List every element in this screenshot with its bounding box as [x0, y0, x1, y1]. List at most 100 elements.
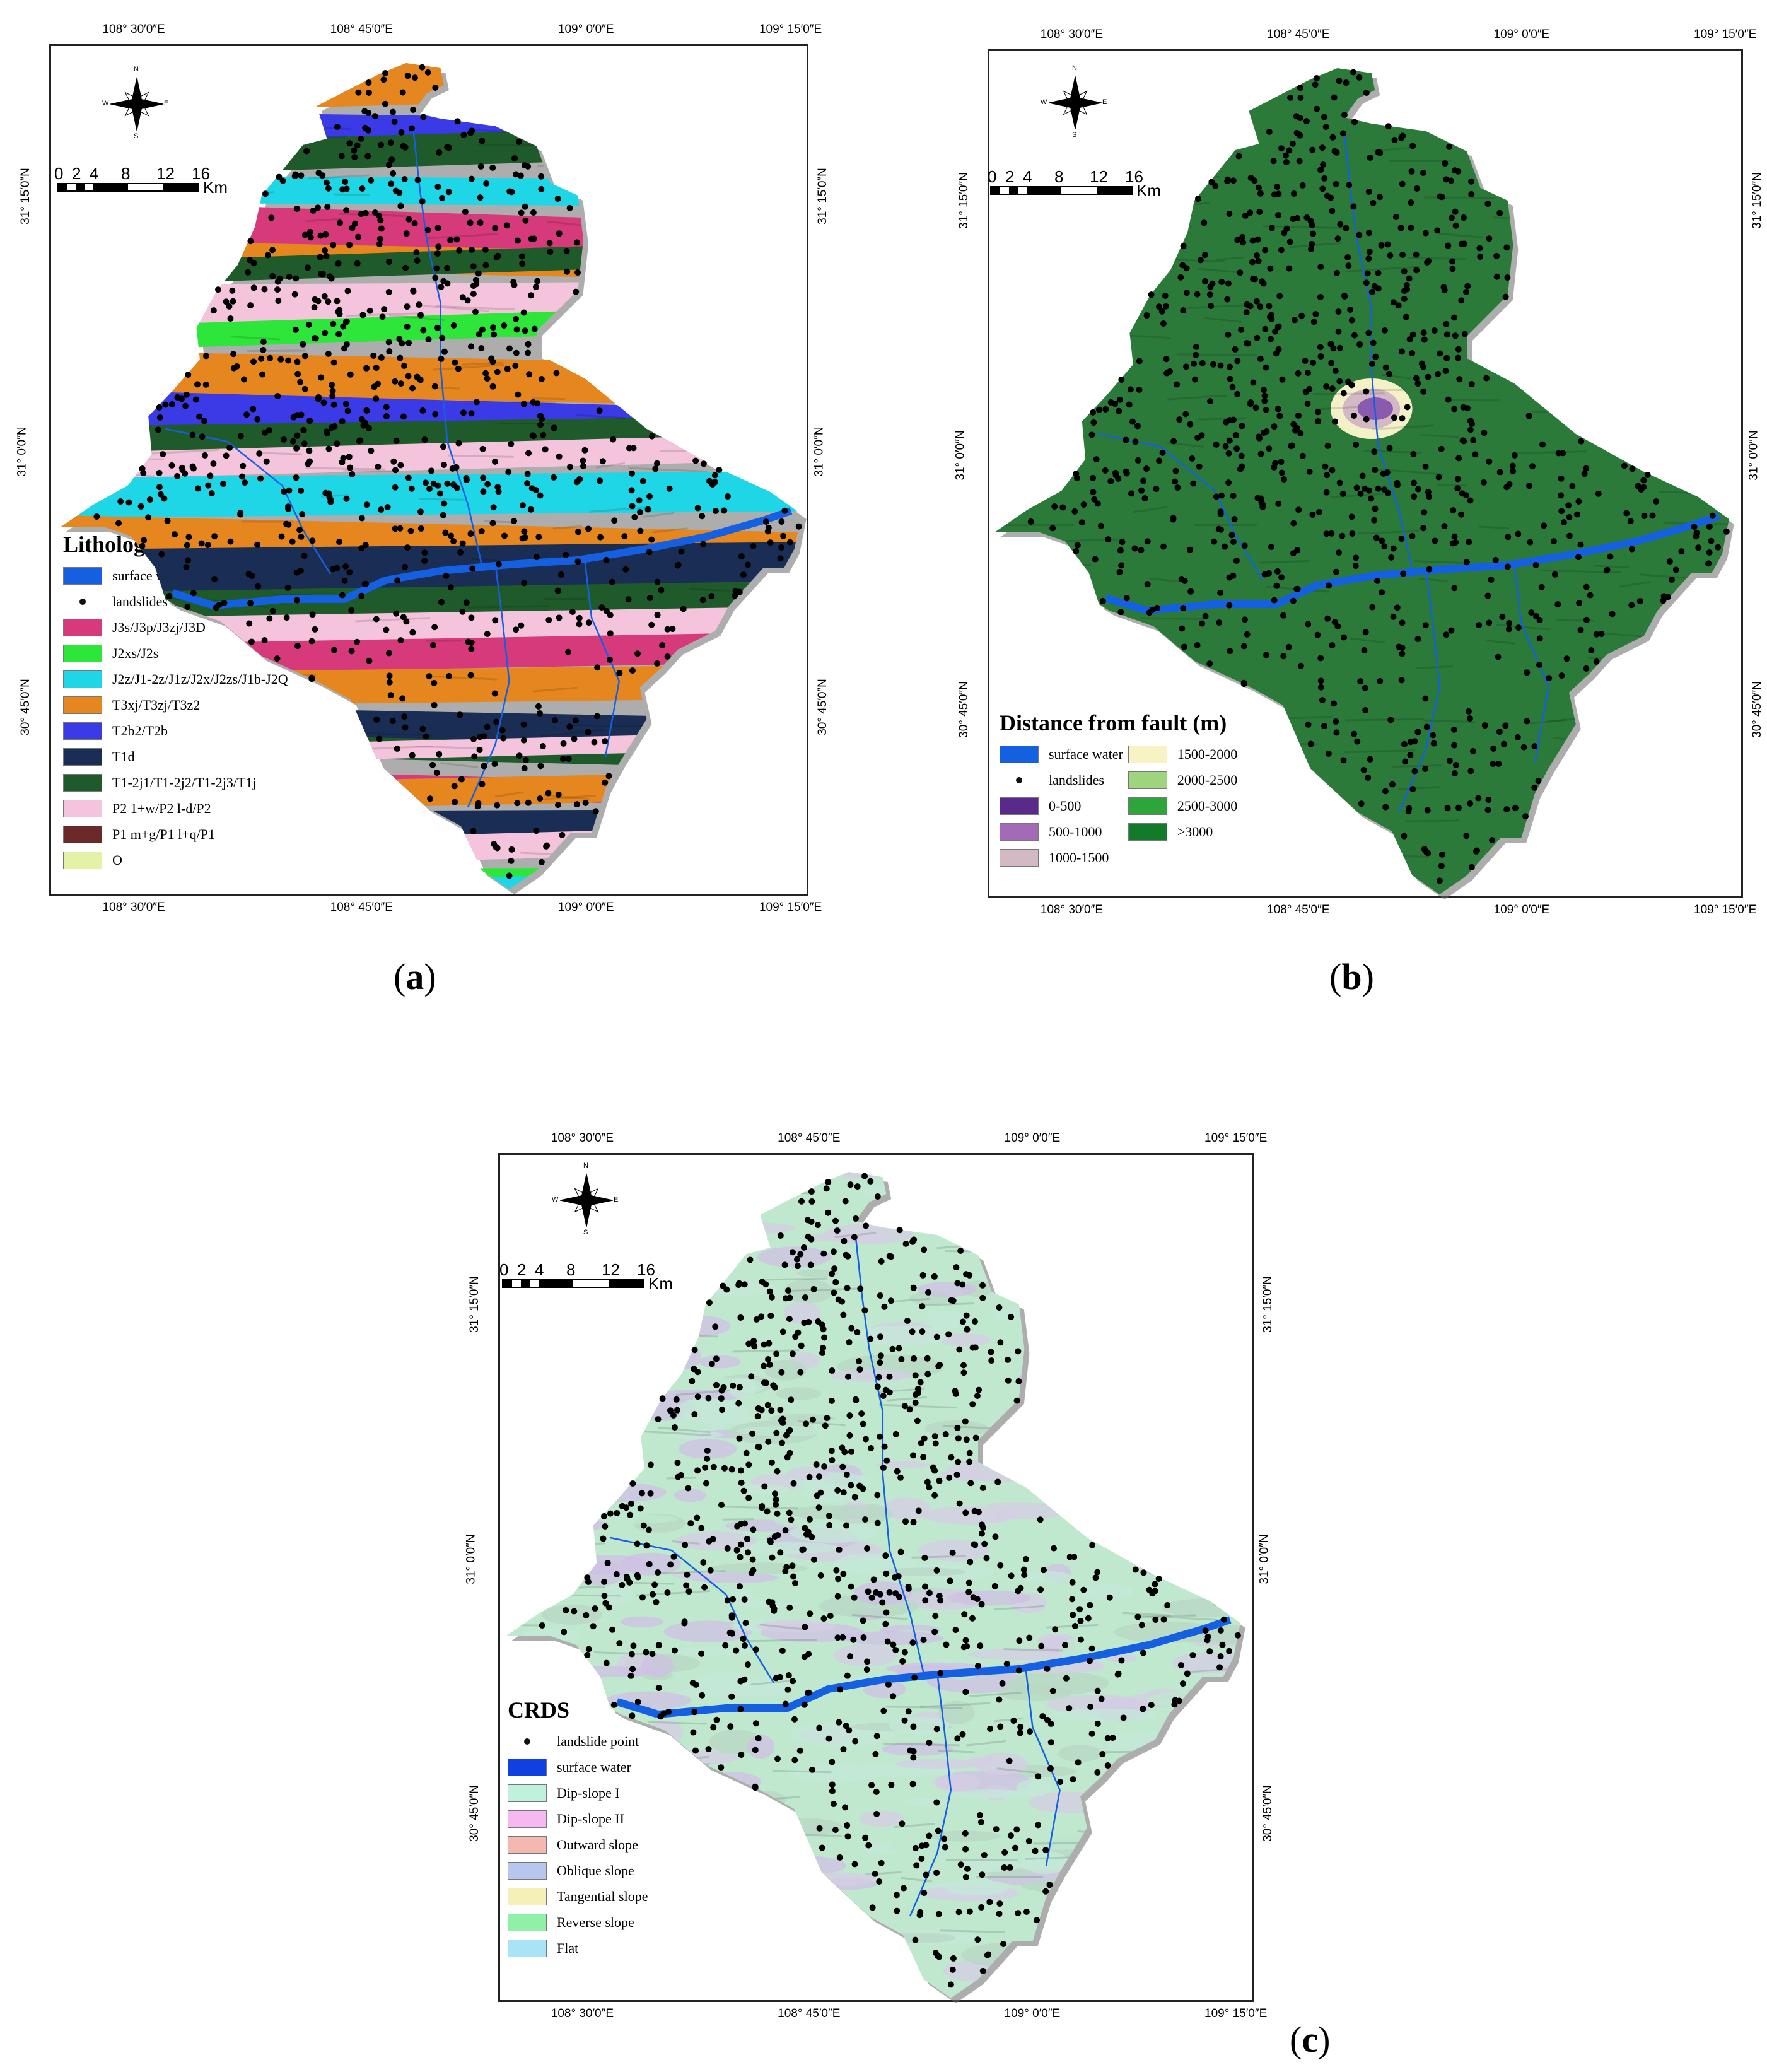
landslide-point	[962, 1509, 969, 1516]
relief-line	[1408, 257, 1466, 260]
landslide-point	[1363, 279, 1370, 286]
legend-item: P2 1+w/P2 l-d/P2	[63, 795, 288, 821]
relief-line	[274, 593, 311, 597]
landslide-point	[1329, 467, 1336, 474]
relief-line	[527, 1542, 605, 1548]
landslide-point	[1112, 469, 1119, 476]
tributary-river	[610, 1536, 775, 1683]
landslide-point	[945, 1331, 952, 1338]
landslide-point	[730, 1382, 737, 1389]
landslide-point	[242, 479, 248, 486]
latitude-label: 31° 0′0″N	[1257, 1534, 1271, 1584]
landslide-point	[318, 374, 325, 381]
landslide-point	[623, 1573, 630, 1580]
relief-line	[572, 724, 643, 727]
relief-line	[825, 1164, 861, 1169]
slope-patch	[809, 1172, 884, 1179]
relief-line	[1399, 786, 1441, 790]
landslide-point	[917, 1379, 924, 1386]
landslide-point	[521, 401, 528, 407]
landslide-point	[1451, 406, 1458, 413]
landslide-point	[971, 1507, 978, 1514]
landslide-point	[1575, 554, 1582, 561]
landslide-point	[1424, 259, 1431, 266]
landslide-point	[322, 231, 329, 238]
landslide-point	[648, 621, 655, 628]
landslide-point	[441, 348, 448, 355]
landslide-point	[521, 764, 528, 771]
landslide-point	[1217, 1653, 1224, 1659]
landslide-point	[764, 528, 771, 535]
landslide-point	[1231, 516, 1238, 523]
landslide-point	[1455, 168, 1462, 175]
landslide-point	[744, 1535, 750, 1542]
landslide-point	[1293, 113, 1300, 120]
landslide-point	[777, 1407, 784, 1414]
landslide-point	[779, 1328, 786, 1335]
landslide-point	[1194, 641, 1201, 648]
landslide-point	[1353, 441, 1360, 448]
landslide-point	[254, 541, 260, 548]
landslide-point	[386, 259, 393, 266]
landslide-point	[1217, 508, 1224, 515]
landslide-point	[1332, 368, 1339, 375]
legend-swatch	[1128, 797, 1167, 815]
landslide-point	[1409, 533, 1416, 540]
relief-line	[1122, 1612, 1171, 1617]
landslide-point	[1515, 624, 1522, 631]
landslide-point	[201, 418, 208, 424]
landslide-point	[336, 307, 343, 313]
landslide-point	[1695, 544, 1702, 551]
relief-line	[740, 867, 802, 870]
landslide-point	[654, 578, 661, 585]
slope-patch	[1001, 1995, 1030, 1998]
landslide-point	[718, 1502, 725, 1509]
landslide-point	[426, 673, 433, 680]
relief-line	[1486, 639, 1515, 645]
landslide-point	[851, 1494, 858, 1501]
landslide-point	[654, 660, 661, 667]
landslide-point	[1302, 357, 1309, 364]
landslide-point	[655, 1569, 662, 1576]
landslide-point	[953, 1472, 960, 1478]
landslide-point	[745, 1461, 752, 1468]
landslide-point	[967, 1559, 974, 1566]
relief-line	[1163, 151, 1242, 155]
landslide-point	[1187, 421, 1194, 428]
landslide-point	[873, 1788, 880, 1795]
landslide-point	[1576, 600, 1583, 607]
relief-line	[520, 1730, 557, 1736]
landslide-point	[987, 1725, 994, 1732]
landslide-point	[1156, 457, 1163, 464]
landslide-point	[1253, 298, 1260, 305]
landslide-point	[1088, 1645, 1095, 1652]
landslide-point	[1577, 541, 1584, 548]
landslide-point	[1402, 758, 1409, 765]
relief-line	[1420, 434, 1459, 438]
landslide-point	[1118, 562, 1125, 569]
slope-patch	[1083, 1987, 1118, 1998]
landslide-point	[943, 1641, 950, 1648]
landslide-point	[1460, 214, 1467, 221]
landslide-point	[1017, 1723, 1024, 1730]
landslide-point	[1421, 336, 1428, 343]
landslide-point	[351, 147, 358, 154]
landslide-point	[1280, 476, 1287, 483]
landslide-point	[766, 1340, 773, 1347]
relief-line	[528, 1453, 559, 1458]
landslide-point	[1551, 571, 1558, 578]
landslide-point	[1331, 94, 1338, 101]
slope-patch	[693, 1671, 752, 1696]
landslide-point	[538, 858, 545, 865]
landslide-point	[1255, 184, 1262, 191]
landslide-point	[594, 664, 601, 671]
relief-line	[1517, 450, 1587, 454]
landslide-point	[530, 433, 537, 440]
landslide-point	[1066, 1705, 1073, 1712]
landslide-point	[309, 611, 316, 618]
relief-line	[1221, 1395, 1240, 1403]
slope-patch	[570, 1649, 622, 1663]
landslide-point	[230, 365, 237, 372]
relief-line	[190, 863, 267, 871]
landslide-point	[436, 149, 443, 156]
